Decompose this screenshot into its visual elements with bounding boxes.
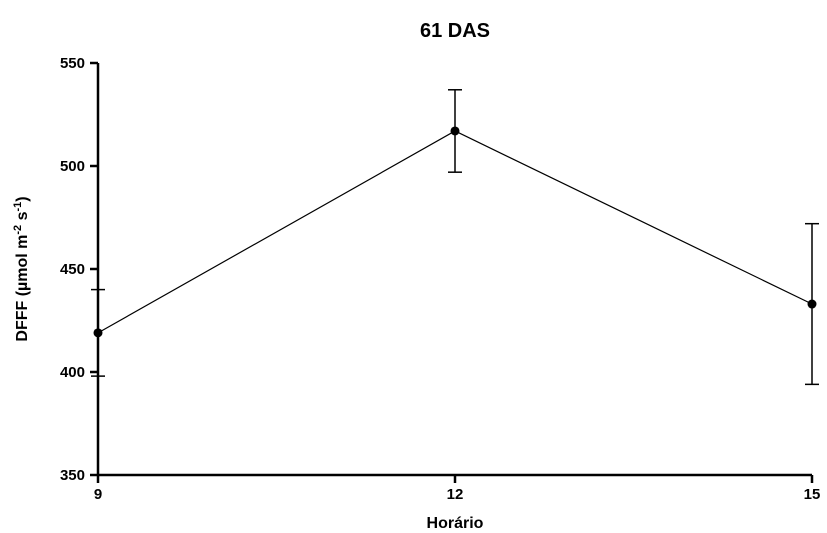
y-tick-label: 500 [60,158,85,175]
data-point [808,300,817,309]
y-axis-label: DFFF (µmol m-2 s-1) [12,196,31,341]
y-axis-label-mid: s [14,211,31,224]
y-tick-label: 400 [60,364,85,381]
y-axis-label-sup-1: -2 [12,225,24,235]
y-tick-label: 550 [60,55,85,72]
y-axis-label-prefix: DFFF (µmol m [14,235,31,342]
y-axis-label-sup-2: -1 [12,202,24,212]
data-point [94,328,103,337]
x-tick-label: 12 [447,486,464,503]
x-axis-label: Horário [427,515,484,532]
x-tick-label: 9 [94,486,102,503]
x-axis-ticks: 9 12 15 [94,475,821,503]
x-tick-label: 15 [804,486,821,503]
y-axis-label-suffix: ) [14,196,31,201]
data-point [451,126,460,135]
x-axis: 9 12 15 [94,475,821,503]
y-axis-ticks: 350 400 450 500 550 [60,55,98,484]
y-tick-label: 450 [60,261,85,278]
y-axis: 350 400 450 500 550 [60,55,98,484]
y-tick-label: 350 [60,467,85,484]
chart-title: 61 DAS [420,20,490,42]
plot-area [91,90,819,385]
